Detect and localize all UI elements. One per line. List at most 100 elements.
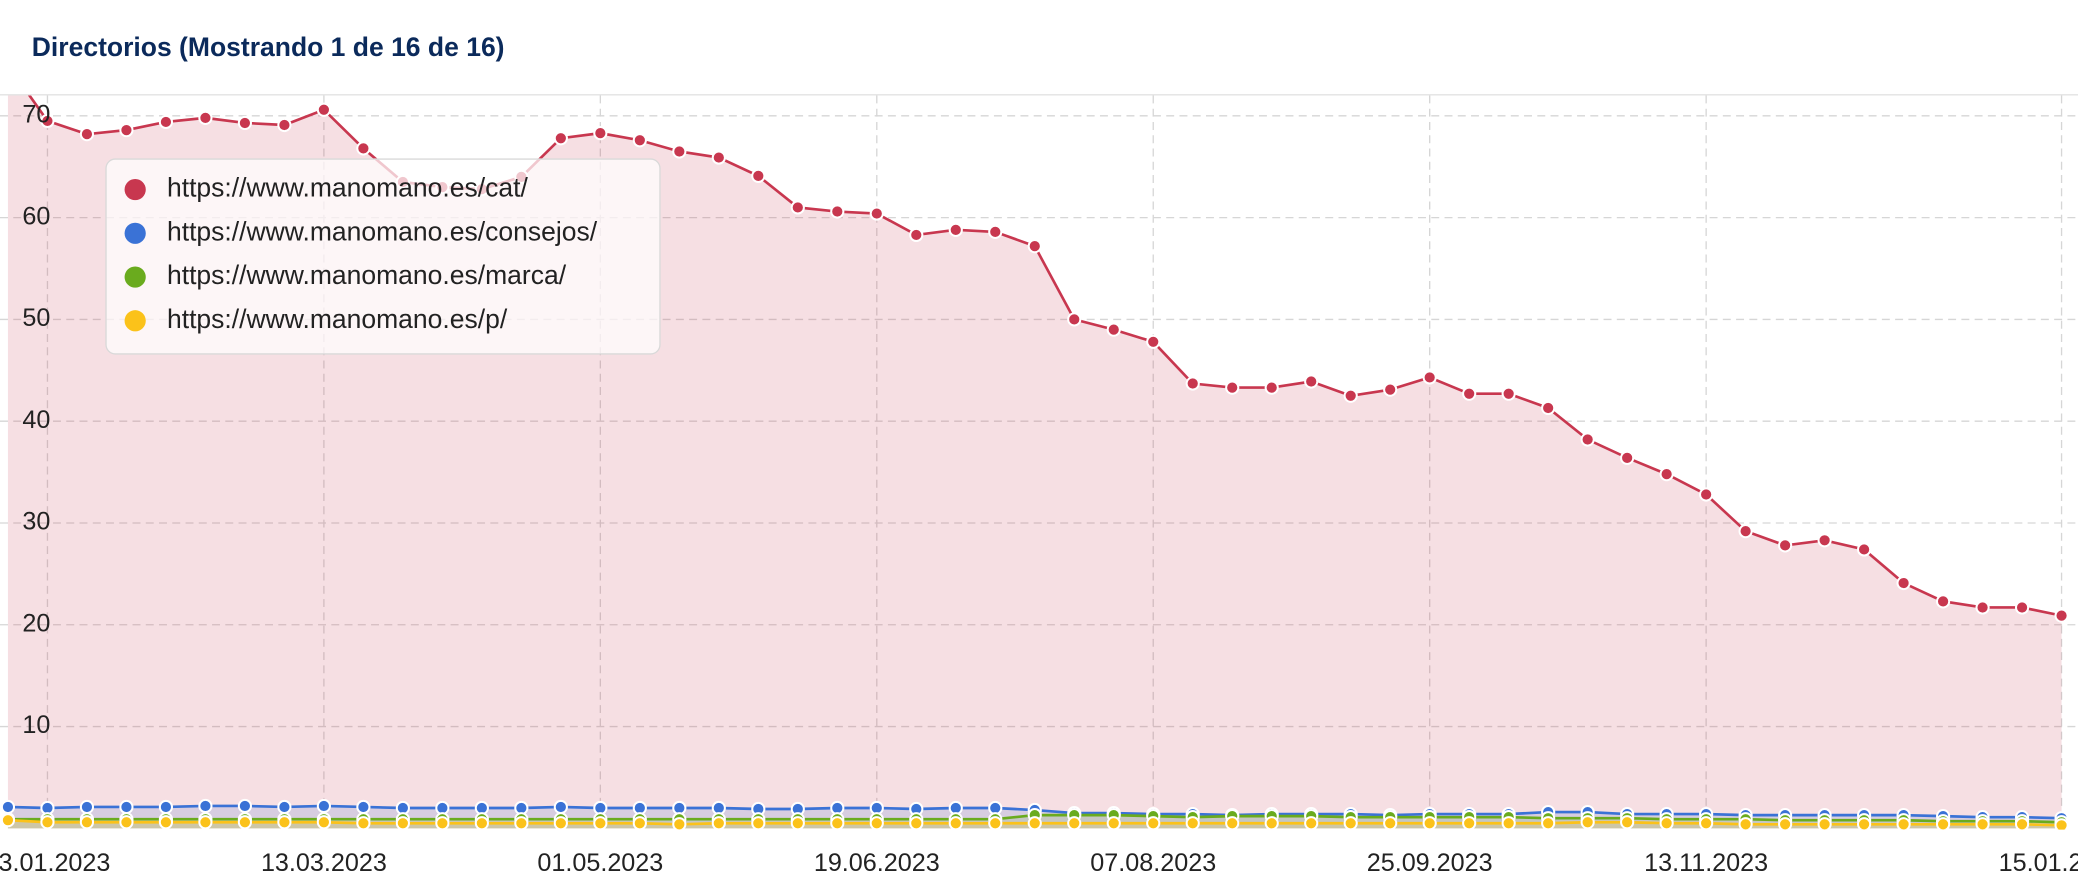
data-point xyxy=(316,815,331,830)
x-tick-label: 13.11.2023 xyxy=(1644,849,1768,877)
data-point xyxy=(632,816,647,830)
legend-label: https://www.manomano.es/p/ xyxy=(167,304,508,334)
data-point xyxy=(356,799,371,815)
data-point xyxy=(119,122,134,138)
data-point xyxy=(158,799,174,815)
data-point xyxy=(711,816,726,830)
data-point xyxy=(1146,334,1161,349)
data-point xyxy=(751,816,766,830)
x-tick-label: 19.06.2023 xyxy=(814,849,940,877)
panel-title: Directorios (Mostrando 1 de 16 de 16) xyxy=(32,32,505,62)
data-point xyxy=(1422,370,1437,385)
data-point xyxy=(711,150,726,165)
data-point xyxy=(514,816,529,830)
data-point xyxy=(1896,575,1911,591)
data-point xyxy=(277,117,292,133)
data-point xyxy=(2014,817,2030,830)
data-point xyxy=(790,816,805,830)
x-tick-label: 23.01.2023 xyxy=(0,849,110,877)
data-point xyxy=(474,816,489,830)
header xyxy=(0,0,2078,95)
data-point xyxy=(277,799,292,815)
data-point xyxy=(1936,817,1951,830)
data-point xyxy=(1264,816,1279,830)
data-point xyxy=(237,798,252,814)
data-point xyxy=(435,816,450,830)
data-point xyxy=(2054,818,2069,830)
legend-label: https://www.manomano.es/marca/ xyxy=(167,260,567,290)
data-point xyxy=(1343,816,1358,830)
data-point xyxy=(2054,608,2069,623)
legend-marker xyxy=(124,310,146,332)
data-point xyxy=(1975,817,1990,830)
data-point xyxy=(672,144,687,159)
data-point xyxy=(356,816,371,830)
data-point xyxy=(1027,239,1042,254)
data-point xyxy=(1817,533,1832,548)
data-point xyxy=(1501,386,1516,401)
data-point xyxy=(1738,524,1753,539)
x-tick-label: 25.09.2023 xyxy=(1367,849,1493,877)
legend-label: https://www.manomano.es/cat/ xyxy=(167,173,528,203)
legend-marker xyxy=(124,266,146,288)
x-tick-label: 13.03.2023 xyxy=(261,849,387,877)
data-point xyxy=(553,816,568,830)
data-point xyxy=(1027,816,1042,830)
legend-label: https://www.manomano.es/consejos/ xyxy=(167,216,598,246)
data-point xyxy=(1896,817,1911,830)
data-point xyxy=(1501,816,1516,830)
data-point xyxy=(1383,382,1398,397)
x-tick-label: 01.05.2023 xyxy=(537,849,663,877)
data-point xyxy=(909,816,924,830)
data-point xyxy=(1225,380,1240,395)
axes: 10 20 30 40 50 60 70 23.01.2023 13.03.2023 01.05.… xyxy=(0,100,2078,876)
data-point xyxy=(1422,816,1437,830)
data-point xyxy=(1817,817,1832,830)
legend-marker xyxy=(124,178,146,201)
data-point xyxy=(830,204,845,219)
data-point xyxy=(948,222,963,237)
y-tick-label: 40 xyxy=(22,406,50,434)
data-point xyxy=(1975,600,1990,615)
data-point xyxy=(237,115,252,131)
data-point xyxy=(1778,817,1793,830)
data-point xyxy=(40,815,55,830)
data-point xyxy=(1541,816,1556,830)
data-point xyxy=(1264,380,1279,395)
data-point xyxy=(277,815,292,830)
data-point xyxy=(119,815,134,830)
data-point xyxy=(1067,312,1082,327)
legend-box xyxy=(105,158,661,355)
data-point xyxy=(909,227,924,243)
data-point xyxy=(1620,815,1635,830)
data-point xyxy=(593,126,608,141)
data-point xyxy=(751,168,766,183)
y-tick-label: 30 xyxy=(22,508,50,536)
data-point xyxy=(1699,487,1714,502)
data-point xyxy=(869,206,884,221)
data-point xyxy=(198,815,213,830)
y-tick-label: 20 xyxy=(22,609,50,637)
data-point xyxy=(40,113,55,129)
data-point xyxy=(1225,816,1240,830)
data-point xyxy=(395,816,410,830)
data-point xyxy=(1857,817,1872,830)
data-point xyxy=(198,110,213,125)
data-point xyxy=(1185,376,1200,391)
data-point xyxy=(672,817,687,830)
data-point xyxy=(79,127,95,142)
data-point xyxy=(988,816,1003,830)
data-point xyxy=(2014,600,2030,615)
data-point xyxy=(79,815,95,830)
data-point xyxy=(1106,816,1121,830)
data-point xyxy=(119,799,134,815)
data-point xyxy=(1935,594,1951,609)
data-point xyxy=(1778,538,1793,553)
data-point xyxy=(198,798,213,814)
data-point xyxy=(1659,816,1674,830)
data-point xyxy=(869,816,884,830)
data-point xyxy=(1541,400,1556,416)
y-tick-label: 70 xyxy=(22,100,50,128)
data-point xyxy=(1462,386,1477,401)
data-point xyxy=(790,200,805,215)
